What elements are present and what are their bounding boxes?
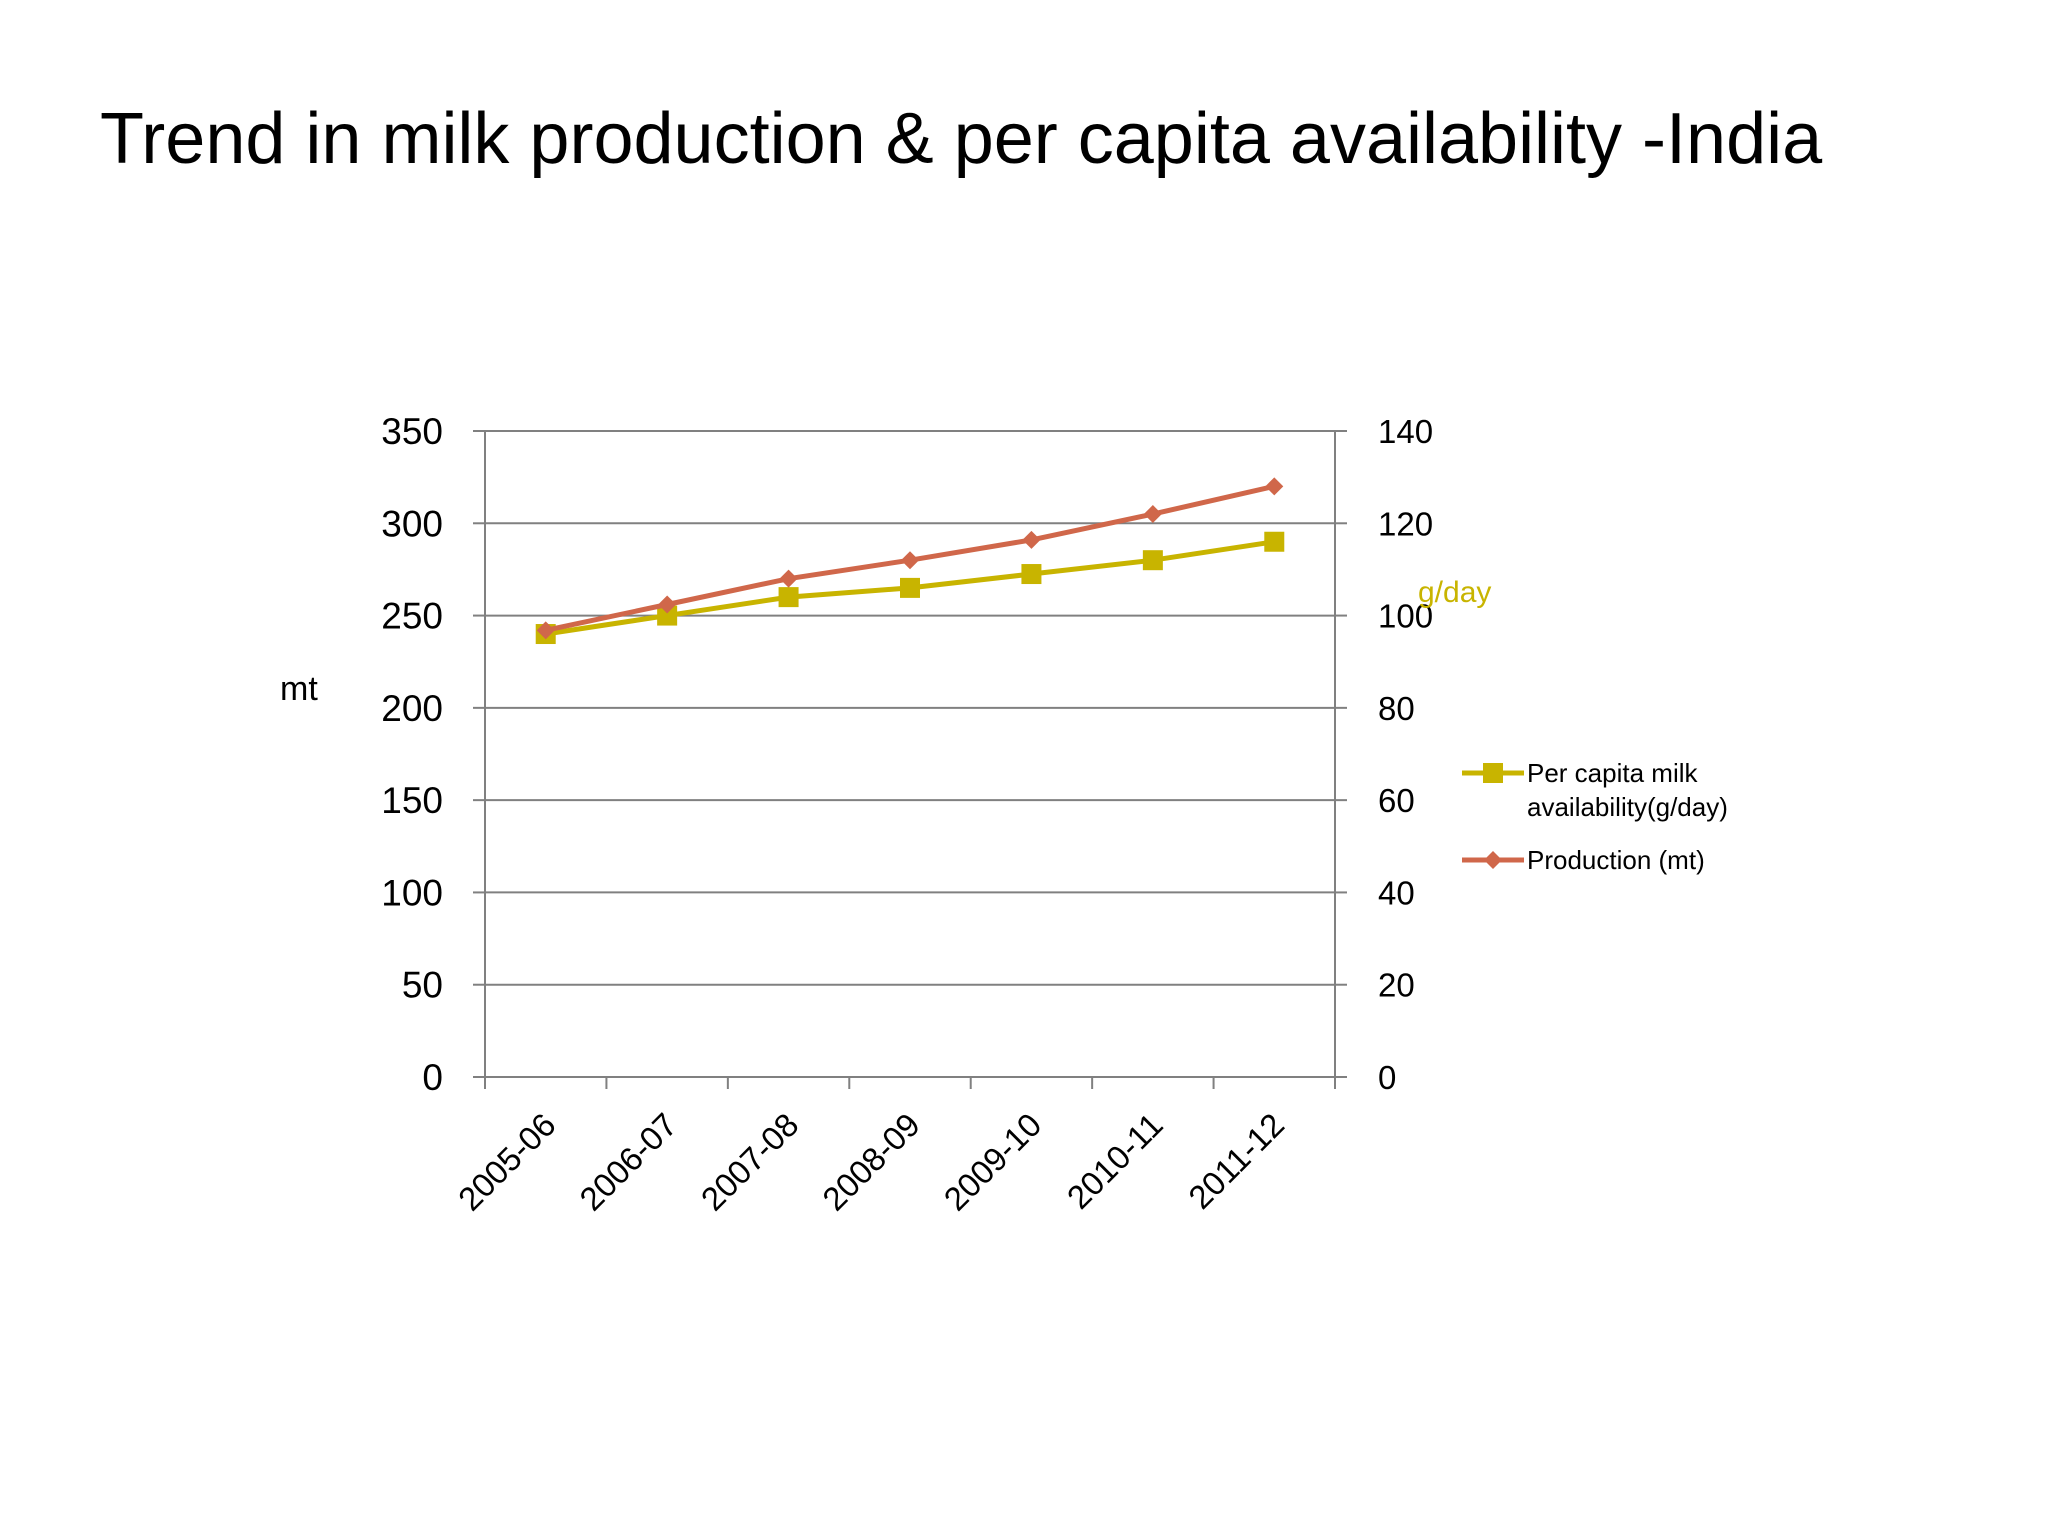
left-tick-label: 50 <box>402 965 443 1006</box>
production-data-point <box>658 595 677 614</box>
left-axis-title: mt <box>280 670 318 708</box>
x-tick-label: 2007-08 <box>694 1106 806 1218</box>
right-axis-title: g/day <box>1418 576 1491 609</box>
legend-label: Per capita milk availability(g/day) <box>1527 758 1728 822</box>
x-tick-label: 2009-10 <box>937 1106 1049 1218</box>
right-tick-label: 120 <box>1378 505 1433 542</box>
left-tick-label: 200 <box>381 688 443 729</box>
legend-label-line: Production (mt) <box>1527 845 1705 875</box>
production-data-point <box>1022 530 1041 549</box>
legend-swatch-marker <box>1484 851 1502 869</box>
x-tick-label: 2011-12 <box>1181 1106 1291 1216</box>
x-tick-label: 2010-11 <box>1060 1106 1170 1216</box>
x-tick-label: 2006-07 <box>572 1106 684 1218</box>
legend-label-line: availability(g/day) <box>1527 792 1728 822</box>
per-capita-data-point <box>1264 531 1285 552</box>
right-tick-label: 100 <box>1378 598 1433 635</box>
left-tick-label: 350 <box>381 411 443 452</box>
left-tick-label: 250 <box>381 596 443 637</box>
legend-item-per-capita: Per capita milk availability(g/day) <box>1462 758 1728 822</box>
production-data-point <box>1265 477 1284 496</box>
production-data-point <box>1143 505 1162 524</box>
legend-swatch-marker <box>1483 763 1503 783</box>
per-capita-data-point <box>1142 550 1163 571</box>
per-capita-data-point <box>778 587 799 608</box>
x-tick-label: 2005-06 <box>451 1106 563 1218</box>
legend-label-line: Per capita milk <box>1527 758 1698 788</box>
right-tick-label: 60 <box>1378 782 1415 819</box>
right-tick-label: 20 <box>1378 967 1415 1004</box>
right-tick-label: 40 <box>1378 874 1415 911</box>
right-tick-label: 0 <box>1378 1059 1396 1096</box>
legend-label: Production (mt) <box>1527 845 1705 875</box>
page-title: Trend in milk production & per capita av… <box>100 99 1823 179</box>
production-data-point <box>779 569 798 588</box>
left-tick-label: 150 <box>381 780 443 821</box>
production-data-point <box>536 621 555 640</box>
per-capita-data-point <box>900 577 920 598</box>
left-tick-label: 100 <box>381 872 443 913</box>
left-tick-label: 0 <box>422 1057 443 1098</box>
per-capita-data-point <box>657 605 678 626</box>
left-tick-label: 300 <box>381 503 443 544</box>
x-tick-label: 2008-09 <box>815 1106 927 1218</box>
legend-item-production: Production (mt) <box>1462 845 1705 875</box>
right-tick-label: 80 <box>1378 690 1415 727</box>
right-tick-label: 140 <box>1378 413 1433 450</box>
production-data-point <box>901 551 919 570</box>
per-capita-data-point <box>1021 564 1042 585</box>
